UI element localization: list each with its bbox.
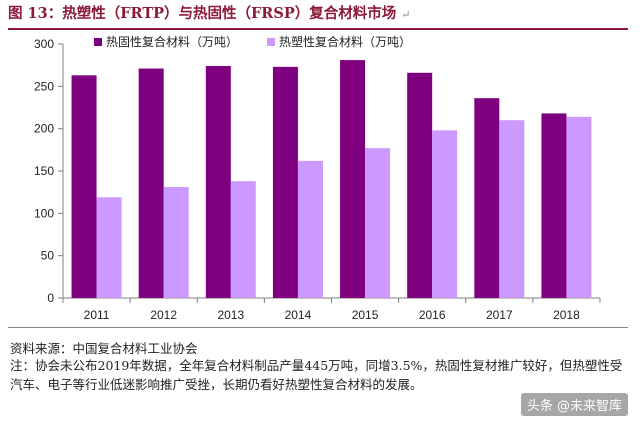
thermoset-bar (138, 68, 164, 298)
thermoplastic-bar (432, 130, 458, 298)
thermoplastic-bar (96, 197, 122, 298)
y-tick-label: 300 (34, 37, 54, 51)
thermoset-bar (541, 113, 567, 298)
thermoset-bar (205, 66, 231, 298)
x-tick-label: 2013 (217, 308, 244, 322)
y-tick-label: 200 (34, 122, 54, 136)
x-tick-label: 2014 (285, 308, 312, 322)
x-tick-label: 2016 (419, 308, 446, 322)
figure-title-text: 图 13：热塑性（FRTP）与热固性（FRSP）复合材料市场 (8, 5, 397, 22)
y-tick-label: 0 (47, 291, 54, 305)
legend-label-thermoplastic: 热塑性复合材料（万吨） (279, 34, 411, 49)
bar-chart: 0 50 100 150 200 250 300 2011 2012 2013 2014 2015 20… (34, 34, 601, 322)
legend-swatch-thermoplastic (267, 38, 275, 46)
y-tick-label: 250 (34, 79, 54, 93)
source-line: 资料来源：中国复合材料工业协会 (10, 341, 198, 356)
legend-swatch-thermoset (94, 38, 102, 46)
x-tick-label: 2015 (352, 308, 379, 322)
legend-label-thermoset: 热固性复合材料（万吨） (106, 34, 238, 49)
x-tick-label: 2018 (553, 308, 580, 322)
thermoplastic-bar (499, 120, 525, 298)
y-tick-label: 100 (34, 206, 54, 220)
x-tick-label: 2012 (150, 308, 177, 322)
paragraph-mark: ↵ (401, 8, 411, 21)
thermoset-bar (272, 66, 298, 298)
thermoplastic-bar (230, 181, 256, 298)
title-divider (8, 28, 628, 30)
thermoset-bar (474, 98, 500, 298)
thermoset-bar (340, 60, 366, 298)
y-tick-label: 50 (41, 249, 55, 263)
figure-title: 图 13：热塑性（FRTP）与热固性（FRSP）复合材料市场 ↵ (8, 2, 411, 26)
thermoplastic-bar (163, 187, 189, 298)
thermoplastic-bar (365, 148, 391, 298)
thermoset-bar (407, 72, 433, 298)
chart-divider (8, 327, 628, 328)
x-tick-label: 2017 (486, 308, 513, 322)
watermark: 头条 @未来智库 (520, 393, 628, 416)
thermoplastic-bar (566, 116, 592, 299)
thermoset-bar (71, 75, 97, 299)
note-text: 注：协会未公布2019年数据，全年复合材料制品产量445万吨，同增3.5%，热固… (10, 358, 623, 392)
thermoplastic-bar (297, 160, 323, 298)
y-tick-label: 150 (34, 164, 54, 178)
x-tick-label: 2011 (84, 308, 110, 322)
